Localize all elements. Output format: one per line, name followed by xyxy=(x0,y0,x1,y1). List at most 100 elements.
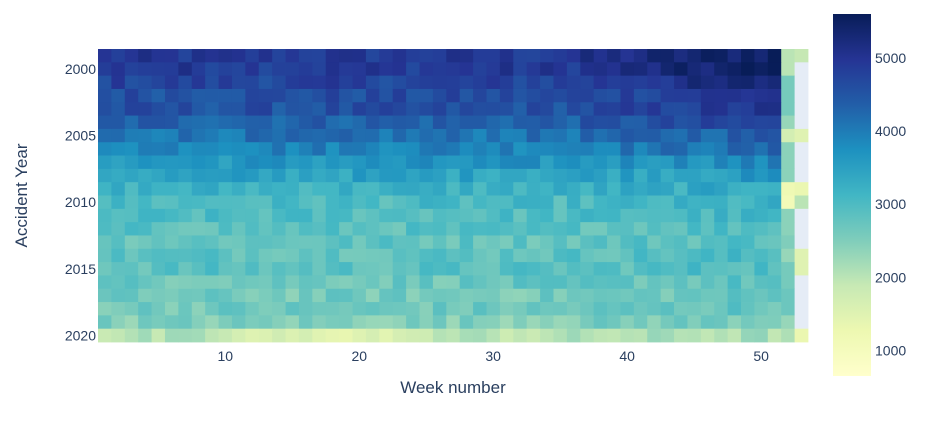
heatmap-cell xyxy=(111,275,126,290)
heatmap-cell xyxy=(432,222,447,236)
heatmap-cell xyxy=(687,302,702,316)
heatmap-cell xyxy=(272,115,286,130)
heatmap-cell xyxy=(566,302,581,316)
heatmap-cell xyxy=(687,195,702,210)
heatmap-cell xyxy=(164,275,179,290)
heatmap-cell xyxy=(218,328,233,343)
heatmap-cell xyxy=(325,275,340,290)
heatmap-cell xyxy=(727,328,742,343)
heatmap-cell xyxy=(727,288,742,303)
heatmap-cell xyxy=(285,248,300,263)
heatmap-cell xyxy=(553,182,568,196)
heatmap-cell xyxy=(419,168,434,183)
heatmap-cell xyxy=(566,115,581,130)
heatmap-cell xyxy=(781,142,796,156)
heatmap-cell xyxy=(178,222,193,236)
heatmap-cell xyxy=(754,328,769,343)
heatmap-cell xyxy=(566,328,581,343)
heatmap-cell xyxy=(473,248,487,263)
heatmap-cell xyxy=(231,302,246,316)
heatmap-cell xyxy=(540,168,554,183)
heatmap-cell xyxy=(459,102,474,116)
heatmap-cell xyxy=(178,75,193,90)
heatmap-cell xyxy=(781,315,796,330)
heatmap-cell xyxy=(178,155,193,170)
heatmap-cell xyxy=(245,182,260,196)
heatmap-cell xyxy=(285,49,300,63)
heatmap-cell xyxy=(365,62,380,77)
heatmap-cell xyxy=(325,155,340,170)
heatmap-cell xyxy=(593,328,608,343)
heatmap-cell xyxy=(513,248,528,263)
heatmap-cell xyxy=(499,328,514,343)
heatmap-cell xyxy=(164,168,179,183)
heatmap-cell xyxy=(272,222,286,236)
heatmap-cell xyxy=(124,328,139,343)
heatmap-cell xyxy=(124,49,139,63)
heatmap-cell xyxy=(700,195,715,210)
heatmap-cell xyxy=(593,182,608,196)
heatmap-cell xyxy=(178,248,193,263)
heatmap-cell xyxy=(124,102,139,116)
heatmap-cell xyxy=(526,115,541,130)
heatmap-cell xyxy=(312,208,327,223)
heatmap-cell xyxy=(365,195,380,210)
heatmap-cell xyxy=(687,128,702,143)
heatmap-cell xyxy=(285,88,300,103)
heatmap-cell xyxy=(138,182,152,196)
heatmap-cell xyxy=(151,208,166,223)
heatmap-cell xyxy=(499,102,514,116)
heatmap-cell xyxy=(781,168,796,183)
heatmap-cell xyxy=(741,275,755,290)
heatmap-cell xyxy=(352,315,367,330)
heatmap-cell xyxy=(446,88,461,103)
heatmap-cell xyxy=(231,262,246,276)
heatmap-cell xyxy=(540,62,554,77)
heatmap-cell xyxy=(245,88,260,103)
heatmap-cell xyxy=(258,208,273,223)
heatmap-cell xyxy=(446,142,461,156)
heatmap-cell xyxy=(754,75,769,90)
heatmap-cell xyxy=(700,115,715,130)
heatmap-cell xyxy=(258,195,273,210)
heatmap-cell xyxy=(191,49,206,63)
heatmap-cell xyxy=(312,195,327,210)
heatmap-cell xyxy=(741,142,755,156)
heatmap-cell xyxy=(607,222,621,236)
heatmap-cell xyxy=(419,88,434,103)
heatmap-cell xyxy=(754,315,769,330)
heatmap-cell xyxy=(339,102,353,116)
heatmap-cell xyxy=(352,302,367,316)
heatmap-cell xyxy=(231,248,246,263)
heatmap-cell xyxy=(446,235,461,250)
heatmap-cell xyxy=(178,168,193,183)
heatmap-cell xyxy=(580,262,595,276)
heatmap-cell xyxy=(566,75,581,90)
heatmap-cell xyxy=(446,115,461,130)
heatmap-cell xyxy=(218,128,233,143)
heatmap-cell xyxy=(781,288,796,303)
heatmap-cell xyxy=(687,222,702,236)
heatmap-cell xyxy=(473,88,487,103)
heatmap-cell xyxy=(647,315,662,330)
heatmap-cell xyxy=(700,49,715,63)
heatmap-cell xyxy=(298,155,313,170)
heatmap-cell xyxy=(741,102,755,116)
heatmap-cell xyxy=(593,195,608,210)
heatmap-cell xyxy=(379,208,394,223)
heatmap-cell xyxy=(794,275,809,290)
heatmap-cell xyxy=(633,222,648,236)
heatmap-cell xyxy=(419,208,434,223)
heatmap-cell xyxy=(285,155,300,170)
heatmap-cell xyxy=(459,128,474,143)
heatmap-cell xyxy=(499,302,514,316)
heatmap-cell xyxy=(164,49,179,63)
heatmap-cell xyxy=(620,75,635,90)
heatmap-cell xyxy=(178,262,193,276)
heatmap-cell xyxy=(566,62,581,77)
heatmap-cell xyxy=(499,168,514,183)
heatmap-cell xyxy=(727,155,742,170)
heatmap-cell xyxy=(499,142,514,156)
heatmap-cell xyxy=(700,75,715,90)
heatmap-cell xyxy=(459,115,474,130)
